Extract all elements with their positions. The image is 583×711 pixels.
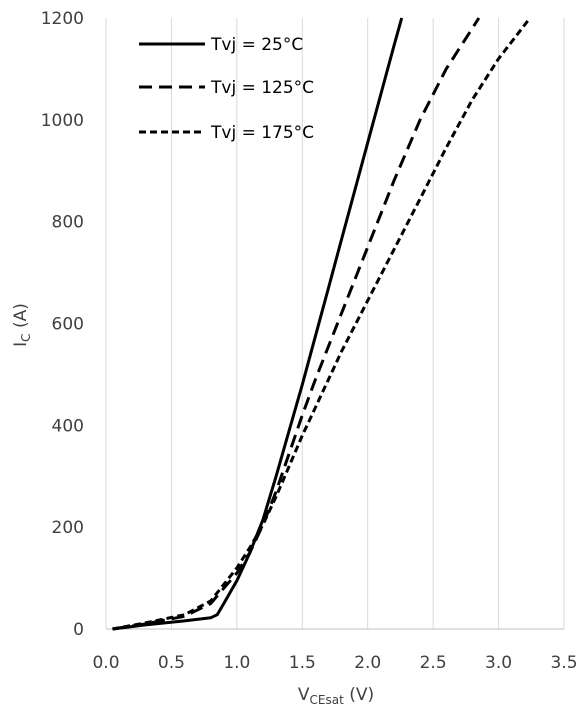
series-line-0 — [112, 17, 404, 631]
legend-item-175c: Tvj = 175°C — [139, 123, 314, 143]
legend-item-25c: Tvj = 25°C — [139, 35, 303, 55]
grid-lines — [105, 18, 565, 629]
y-tick-label: 800 — [52, 213, 84, 233]
legend-item-125c: Tvj = 125°C — [139, 78, 314, 98]
x-tick-label: 0.5 — [158, 653, 185, 673]
y-tick-label: 600 — [52, 315, 84, 335]
y-axis-label: IC (A) — [11, 303, 33, 347]
y-tick-label: 0 — [73, 620, 84, 640]
x-tick-label: 2.0 — [354, 653, 381, 673]
series-line-1 — [112, 17, 481, 631]
legend-label-175c: Tvj = 175°C — [210, 123, 314, 143]
x-tick-label: 1.0 — [223, 653, 250, 673]
tick-labels: 0.0 0.5 1.0 1.5 2.0 2.5 3.0 3.5 0 200 400 600 800 100… — [41, 9, 578, 673]
x-tick-label: 0.0 — [92, 653, 119, 673]
series-line-2 — [112, 17, 532, 631]
legend-label-125c: Tvj = 125°C — [210, 78, 314, 98]
series-group — [112, 17, 532, 631]
x-tick-label: 3.5 — [550, 653, 577, 673]
x-axis-label: VCEsat (V) — [298, 685, 374, 707]
y-tick-label: 1200 — [41, 9, 84, 29]
y-tick-label: 400 — [52, 416, 84, 436]
x-tick-label: 3.0 — [485, 653, 512, 673]
x-tick-label: 1.5 — [289, 653, 316, 673]
x-tick-label: 2.5 — [420, 653, 447, 673]
y-tick-label: 1000 — [41, 111, 84, 131]
legend-label-25c: Tvj = 25°C — [210, 35, 303, 55]
legend: Tvj = 25°C Tvj = 125°C Tvj = 175°C — [139, 35, 314, 143]
y-tick-label: 200 — [52, 518, 84, 538]
